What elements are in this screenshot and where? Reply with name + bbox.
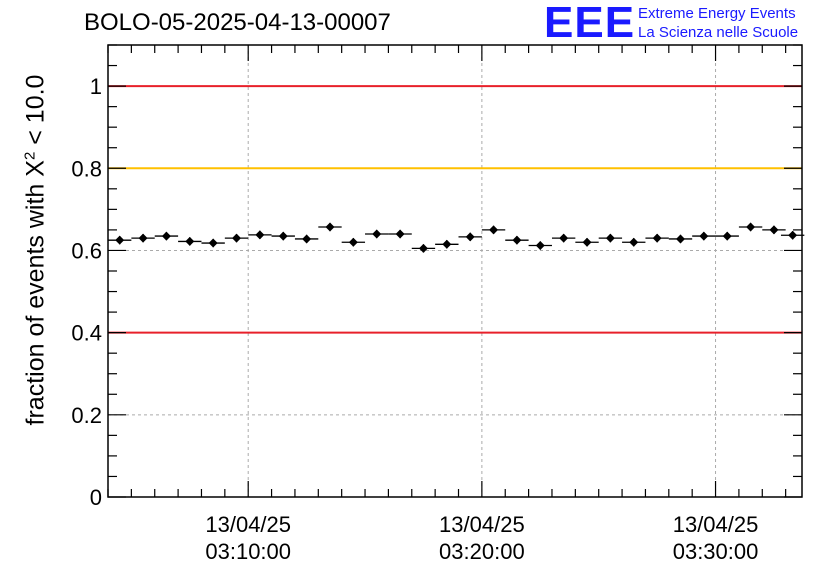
- point-marker: [278, 231, 288, 241]
- eee-logo: EEE Extreme Energy Events La Scienza nel…: [544, 0, 834, 47]
- data-point: [318, 222, 342, 232]
- point-marker: [746, 222, 756, 232]
- tick-labels: 00.20.40.60.8113/04/2503:10:0013/04/2503…: [71, 74, 758, 564]
- data-point: [575, 237, 599, 247]
- data-point: [154, 231, 179, 241]
- data-point: [108, 235, 132, 245]
- y-axis-label-symbol: X: [21, 160, 50, 177]
- point-marker: [442, 239, 452, 249]
- point-marker: [325, 222, 335, 232]
- point-marker: [138, 233, 148, 243]
- data-point: [178, 236, 202, 246]
- point-marker: [185, 236, 195, 246]
- point-marker: [465, 232, 475, 242]
- logo-line-2: La Scienza nelle Scuole: [638, 24, 799, 41]
- data-point: [435, 239, 459, 249]
- data-point: [131, 233, 155, 243]
- y-tick-label: 0.8: [71, 156, 102, 181]
- x-tick-label-date: 13/04/25: [673, 512, 759, 537]
- y-axis-label-prefix: fraction of events with: [21, 176, 50, 426]
- y-tick-label: 0: [90, 485, 102, 510]
- point-marker: [559, 233, 569, 243]
- y-axis-label-suffix: < 10.0: [21, 74, 50, 152]
- x-tick-label-time: 03:10:00: [205, 539, 291, 564]
- data-point: [294, 234, 319, 244]
- point-marker: [302, 234, 312, 244]
- x-tick-label-time: 03:20:00: [439, 539, 525, 564]
- point-marker: [348, 237, 358, 247]
- data-points: [108, 222, 805, 253]
- point-marker: [675, 234, 685, 244]
- data-point: [762, 225, 786, 235]
- point-marker: [372, 229, 382, 239]
- plot-frame: [107, 44, 803, 498]
- run-title: BOLO-05-2025-04-13-00007: [84, 9, 391, 36]
- point-marker: [722, 231, 732, 241]
- point-marker: [418, 243, 428, 253]
- data-point: [528, 241, 552, 251]
- data-point: [224, 233, 249, 243]
- y-tick-label: 0.4: [71, 321, 102, 346]
- data-point: [365, 229, 389, 239]
- data-point: [341, 237, 366, 247]
- y-axis-label-exponent: 2: [21, 151, 39, 161]
- y-tick-label: 1: [90, 74, 102, 99]
- point-marker: [489, 225, 499, 235]
- data-point: [458, 232, 482, 242]
- point-marker: [769, 225, 779, 235]
- point-marker: [535, 241, 545, 251]
- point-marker: [699, 231, 709, 241]
- data-point: [411, 243, 436, 253]
- x-tick-label-date: 13/04/25: [205, 512, 291, 537]
- point-marker: [232, 233, 242, 243]
- grid-lines: [108, 45, 802, 497]
- data-point: [551, 233, 576, 243]
- point-marker: [208, 238, 218, 248]
- point-marker: [512, 235, 522, 245]
- point-marker: [788, 230, 798, 240]
- logo-line-1: Extreme Energy Events: [638, 5, 796, 22]
- y-axis-label-text: fraction of events with X2 < 10.0: [21, 75, 50, 426]
- axis-ticks: [107, 44, 802, 498]
- data-point: [738, 222, 763, 232]
- point-marker: [115, 235, 125, 245]
- y-tick-label: 0.6: [71, 238, 102, 263]
- data-point: [598, 233, 623, 243]
- data-point: [505, 235, 529, 245]
- data-point: [715, 231, 739, 241]
- data-point: [388, 229, 412, 239]
- data-point: [481, 225, 506, 235]
- data-point: [271, 231, 295, 241]
- x-tick-label-date: 13/04/25: [439, 512, 525, 537]
- data-point: [668, 234, 693, 244]
- point-marker: [652, 233, 662, 243]
- data-point: [692, 231, 716, 241]
- data-point: [622, 237, 646, 247]
- reference-lines: [108, 85, 802, 334]
- point-marker: [255, 230, 265, 240]
- data-point: [780, 230, 805, 240]
- point-marker: [395, 229, 405, 239]
- x-tick-label-time: 03:30:00: [673, 539, 759, 564]
- y-tick-label: 0.2: [71, 403, 102, 428]
- data-point: [248, 230, 272, 240]
- point-marker: [582, 237, 592, 247]
- data-point: [645, 233, 669, 243]
- logo-mark: EEE: [544, 0, 636, 47]
- point-marker: [605, 233, 615, 243]
- point-marker: [629, 237, 639, 247]
- point-marker: [161, 231, 171, 241]
- data-point: [201, 238, 225, 248]
